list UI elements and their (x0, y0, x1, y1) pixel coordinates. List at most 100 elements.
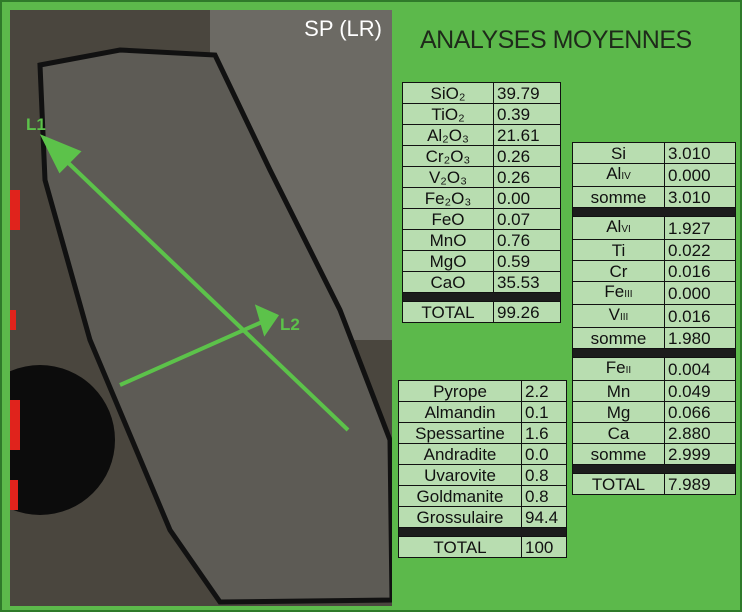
site: III (620, 312, 629, 323)
table-body: SiO₂ 39.79 TiO₂ 0.39 Al₂O₃ 21.61 Cr₂O₃ 0.26 V₂O₃… (402, 82, 561, 323)
red-marks (10, 190, 20, 510)
element: somme (590, 328, 647, 348)
separator-cell (572, 348, 736, 358)
row: MnO 0.76 (402, 229, 561, 251)
separator-cell (572, 207, 736, 217)
cell-label: somme (572, 327, 665, 349)
cell-label: somme (572, 443, 665, 465)
row: Spessartine 1.6 (398, 422, 567, 444)
separator-cell (398, 527, 567, 537)
cell-label: VIII (572, 304, 665, 328)
cell-label: FeII (572, 357, 665, 381)
cell-label: somme (572, 186, 665, 208)
cell-value: 0.1 (521, 401, 567, 423)
table-body: Pyrope 2.2 Almandin 0.1 Spessartine 1.6 Andrad… (398, 380, 567, 558)
element: Mn (606, 381, 631, 401)
element: somme (590, 444, 647, 464)
cell-value: 0.016 (664, 304, 736, 328)
element: Ca (607, 423, 630, 443)
row: Si 3.010 (572, 142, 736, 164)
cell-label: FeO (402, 208, 494, 230)
cell-label: TOTAL (402, 301, 494, 323)
row: Goldmanite 0.8 (398, 485, 567, 507)
cell-value: 0.76 (493, 229, 561, 251)
separator-cell (402, 292, 561, 302)
cell-value: 0.004 (664, 357, 736, 381)
cell-value: 1.6 (521, 422, 567, 444)
element: Al (606, 217, 622, 236)
total-row: TOTAL 99.26 (402, 301, 561, 323)
cell-value: 94.4 (521, 506, 567, 528)
row: TiO₂ 0.39 (402, 103, 561, 125)
cell-value: 0.049 (664, 380, 736, 402)
separator-cell (572, 464, 736, 474)
cell-value: 7.989 (664, 473, 736, 495)
cell-value: 35.53 (493, 271, 561, 293)
total-row: TOTAL 100 (398, 536, 567, 558)
row: Ti 0.022 (572, 239, 736, 261)
cell-value: 2.2 (521, 380, 567, 402)
row: Mg 0.066 (572, 401, 736, 423)
cell-label: AlIV (572, 163, 665, 187)
row: V₂O₃ 0.26 (402, 166, 561, 188)
site: IV (621, 171, 631, 182)
separator (572, 207, 736, 217)
element: Ti (611, 240, 626, 260)
cell-value: 21.61 (493, 124, 561, 146)
cell-label: TOTAL (572, 473, 665, 495)
cell-value: 0.26 (493, 145, 561, 167)
row: FeIII 0.000 (572, 281, 736, 305)
row: somme 3.010 (572, 186, 736, 208)
row: Al₂O₃ 21.61 (402, 124, 561, 146)
cell-value: 3.010 (664, 142, 736, 164)
row: Uvarovite 0.8 (398, 464, 567, 486)
row: FeII 0.004 (572, 357, 736, 381)
site: II (625, 365, 632, 376)
cell-value: 3.010 (664, 186, 736, 208)
cell-value: 0.26 (493, 166, 561, 188)
row: AlIV 0.000 (572, 163, 736, 187)
cell-label: Fe₂O₃ (402, 187, 494, 209)
cell-label: Cr₂O₃ (402, 145, 494, 167)
row: Fe₂O₃ 0.00 (402, 187, 561, 209)
cell-value: 2.880 (664, 422, 736, 444)
site: III (624, 289, 633, 300)
separator (398, 527, 567, 537)
cell-value: 0.39 (493, 103, 561, 125)
separator (572, 348, 736, 358)
cell-value: 0.8 (521, 485, 567, 507)
separator (402, 292, 561, 302)
element: Mg (606, 402, 631, 422)
row: Pyrope 2.2 (398, 380, 567, 402)
element: somme (590, 187, 647, 207)
separator (572, 464, 736, 474)
cations-table: Si 3.010 AlIV 0.000 somme 3.010 AlVI 1.927 Ti 0.0… (572, 142, 736, 495)
photo: L1 L2 SP (LR) (10, 10, 392, 606)
caption: SP (LR) (304, 16, 382, 41)
cell-value: 0.07 (493, 208, 561, 230)
row: MgO 0.59 (402, 250, 561, 272)
cell-label: Si (572, 142, 665, 164)
element: Al (606, 164, 622, 183)
cell-value: 0.000 (664, 163, 736, 187)
cell-label: V₂O₃ (402, 166, 494, 188)
cell-label: Cr (572, 260, 665, 282)
cell-label: MnO (402, 229, 494, 251)
label-l1: L1 (26, 115, 46, 134)
cell-label: Mn (572, 380, 665, 402)
cell-label: Ti (572, 239, 665, 261)
element: Si (610, 143, 627, 163)
cell-label: CaO (402, 271, 494, 293)
row: SiO₂ 39.79 (402, 82, 561, 104)
cell-value: 0.000 (664, 281, 736, 305)
cell-label: TiO₂ (402, 103, 494, 125)
cell-value: 100 (521, 536, 567, 558)
cell-label: TOTAL (398, 536, 522, 558)
table-body: Si 3.010 AlIV 0.000 somme 3.010 AlVI 1.927 Ti 0.0… (572, 142, 736, 495)
cell-label: FeIII (572, 281, 665, 305)
arrows (39, 134, 350, 432)
row: AlVI 1.927 (572, 216, 736, 240)
crystal (37, 47, 392, 605)
cell-label: Andradite (398, 443, 522, 465)
